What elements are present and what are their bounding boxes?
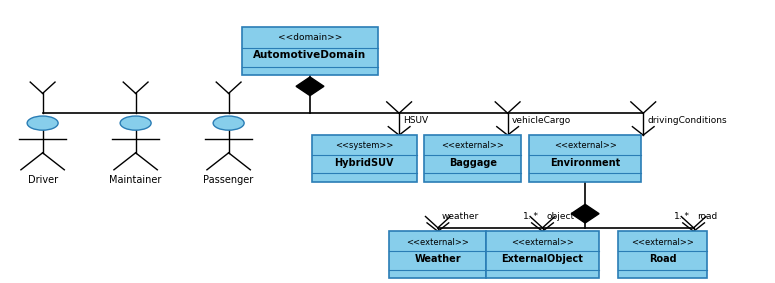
Text: object: object: [546, 213, 574, 221]
Text: Maintainer: Maintainer: [109, 175, 162, 185]
Text: <<external>>: <<external>>: [441, 142, 505, 150]
FancyBboxPatch shape: [242, 27, 378, 75]
FancyBboxPatch shape: [389, 231, 487, 278]
Ellipse shape: [213, 116, 244, 130]
Polygon shape: [571, 204, 599, 223]
Text: Environment: Environment: [550, 158, 620, 168]
Text: Baggage: Baggage: [449, 158, 497, 168]
FancyBboxPatch shape: [618, 231, 707, 278]
Text: HSUV: HSUV: [403, 116, 428, 125]
Text: <<external>>: <<external>>: [511, 238, 574, 246]
Text: <<external>>: <<external>>: [631, 238, 694, 246]
Text: road: road: [698, 213, 718, 221]
Text: Driver: Driver: [28, 175, 57, 185]
FancyBboxPatch shape: [529, 135, 642, 182]
Text: <<external>>: <<external>>: [406, 238, 470, 246]
Ellipse shape: [120, 116, 151, 130]
Text: vehicleCargo: vehicleCargo: [512, 116, 570, 125]
Text: 1..*: 1..*: [673, 213, 690, 221]
FancyBboxPatch shape: [425, 135, 521, 182]
Ellipse shape: [27, 116, 58, 130]
Text: <<system>>: <<system>>: [335, 142, 394, 150]
Text: Passenger: Passenger: [204, 175, 253, 185]
FancyBboxPatch shape: [312, 135, 417, 182]
FancyBboxPatch shape: [487, 231, 598, 278]
Text: <<external>>: <<external>>: [553, 142, 617, 150]
Text: Road: Road: [649, 254, 677, 264]
Text: drivingConditions: drivingConditions: [647, 116, 727, 125]
Text: AutomotiveDomain: AutomotiveDomain: [253, 50, 367, 60]
Text: Weather: Weather: [415, 254, 461, 264]
Polygon shape: [296, 77, 324, 96]
Text: <<domain>>: <<domain>>: [277, 33, 343, 42]
Text: 1..*: 1..*: [522, 213, 539, 221]
Text: HybridSUV: HybridSUV: [335, 158, 394, 168]
Text: weather: weather: [442, 213, 479, 221]
Text: ExternalObject: ExternalObject: [501, 254, 584, 264]
